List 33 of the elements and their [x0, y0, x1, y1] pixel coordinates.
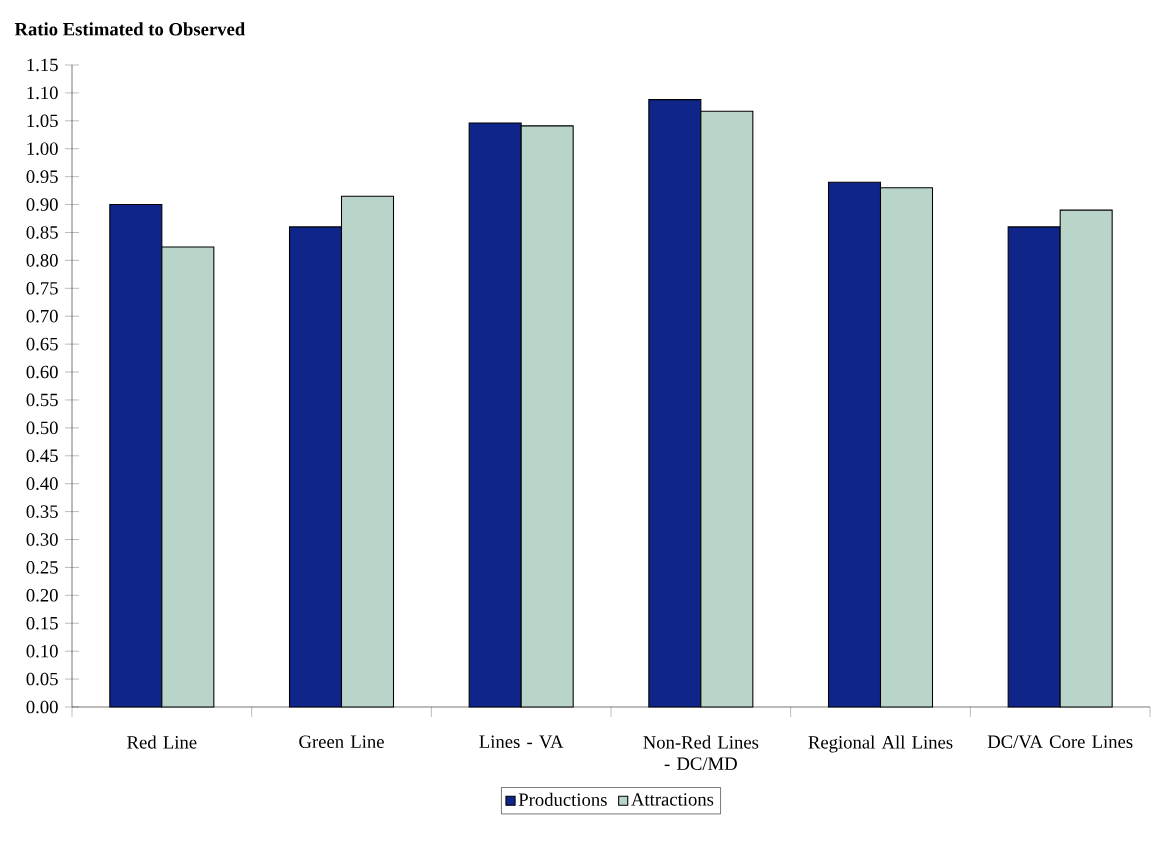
y-tick-label: 0.05: [26, 672, 58, 686]
x-tick-label: Non-Red Lines - DC/MD: [643, 735, 759, 770]
y-tick-label: 0.35: [26, 505, 58, 518]
y-tick-label: 1.05: [27, 114, 58, 128]
y-tick-label: 0.85: [26, 226, 58, 239]
x-tick-label: Regional All Lines: [808, 735, 953, 753]
y-tick-label: 0.90: [26, 198, 58, 211]
y-tick-label: 1.00: [27, 142, 58, 156]
y-tick-label: 0.10: [26, 644, 58, 658]
y-tick-label: 0.00: [26, 700, 58, 714]
y-tick-label: 0.55: [26, 393, 58, 407]
x-tick-label: DC/VA Core Lines: [987, 735, 1133, 749]
y-axis-title: Ratio Estimated to Observed: [14, 22, 246, 36]
y-tick-label: 0.65: [26, 337, 58, 351]
y-tick-label: 0.70: [26, 309, 58, 323]
y-tick-label: 0.60: [26, 365, 58, 379]
x-tick-label: Red Line: [127, 735, 197, 749]
x-tick-label: Lines - VA: [479, 735, 564, 749]
legend-label: Attractions: [631, 793, 714, 806]
y-tick-label: 1.10: [27, 86, 58, 100]
y-tick-label: 0.50: [26, 421, 58, 435]
legend-label: Productions: [518, 792, 607, 806]
y-tick-label: 0.15: [26, 616, 58, 630]
y-tick-label: 0.45: [26, 449, 58, 463]
y-tick-label: 0.30: [26, 533, 58, 546]
y-tick-label: 0.95: [26, 170, 58, 183]
y-tick-label: 0.75: [26, 281, 58, 295]
y-tick-label: 0.20: [26, 589, 58, 602]
y-tick-label: 0.40: [26, 477, 58, 491]
x-tick-label: Green Line: [299, 735, 384, 749]
y-tick-label: 0.25: [26, 561, 58, 574]
y-tick-label: 0.80: [26, 254, 58, 267]
y-tick-label: 1.15: [27, 58, 58, 72]
